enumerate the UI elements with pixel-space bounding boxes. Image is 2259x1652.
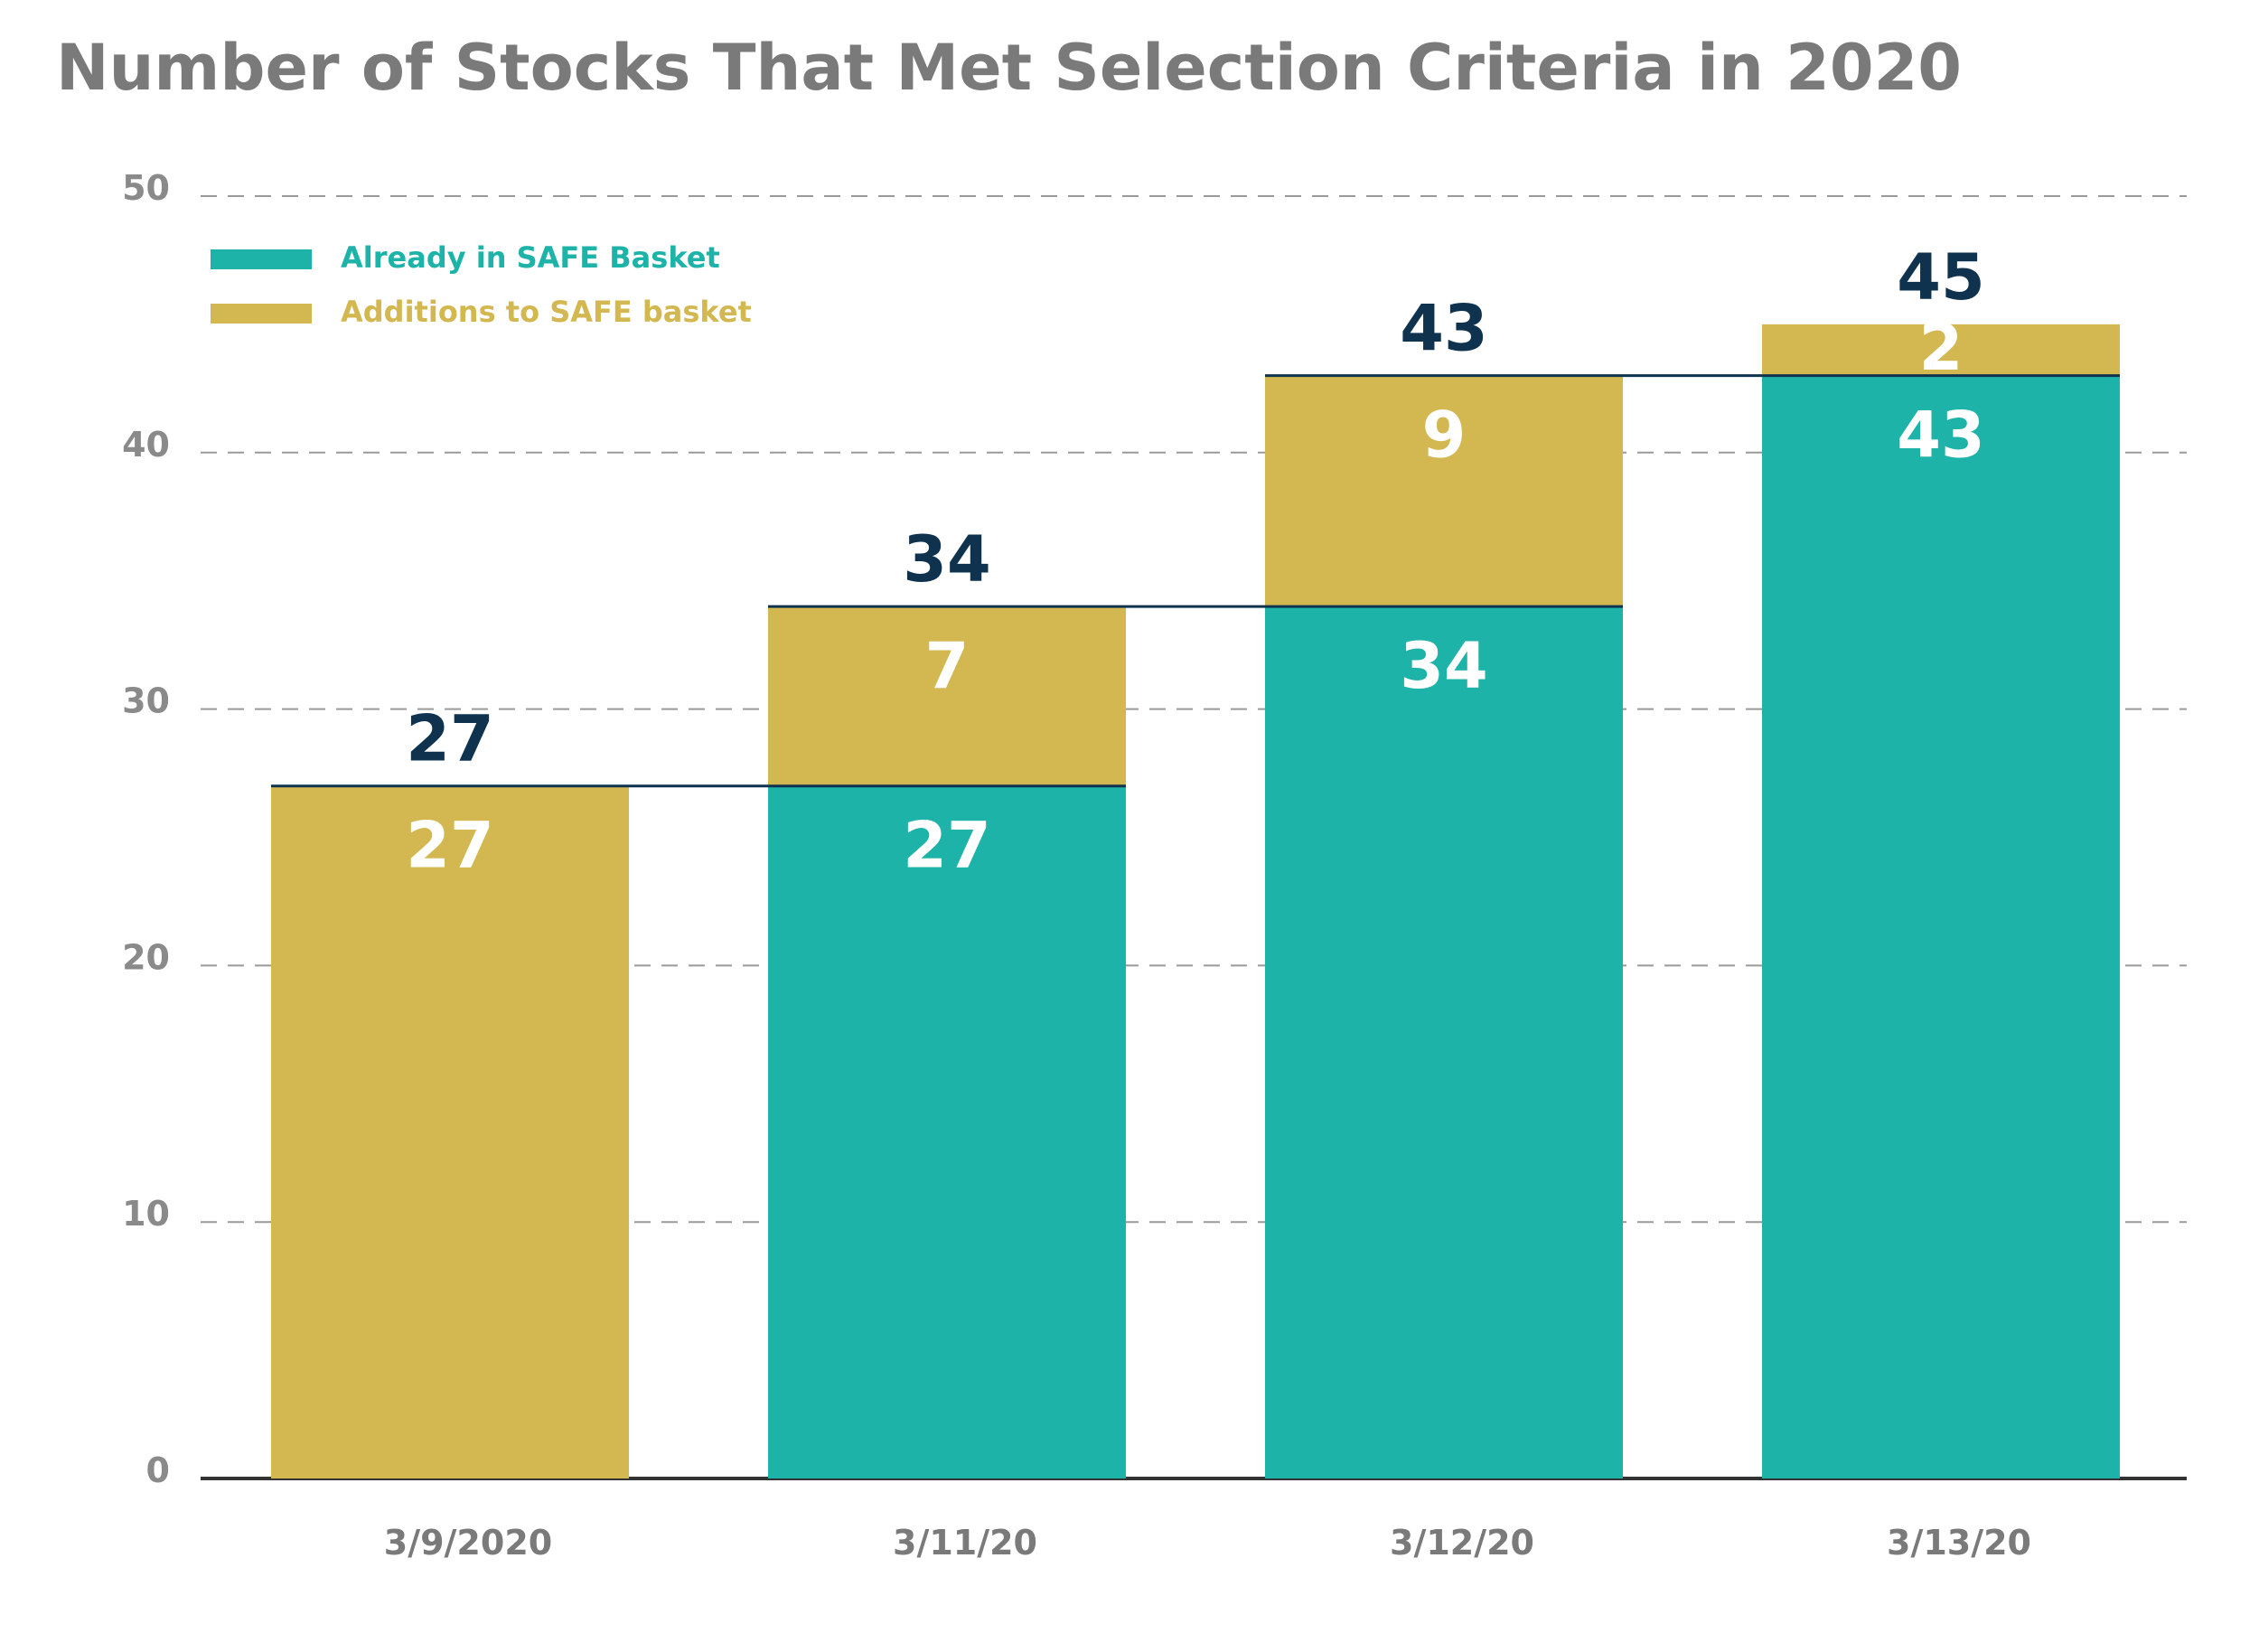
bar-already-3 — [1265, 606, 1623, 1478]
chart-title: Number of Stocks That Met Selection Crit… — [56, 31, 1962, 105]
total-label-4: 45 — [1897, 240, 1984, 314]
segment-label-already-3: 34 — [1400, 629, 1487, 703]
y-tick-label-0: 0 — [146, 1450, 170, 1490]
y-tick-label-40: 40 — [122, 425, 170, 465]
bars — [271, 324, 2120, 1478]
legend-swatch-already — [211, 249, 312, 269]
segment-label-additions-3: 9 — [1422, 399, 1467, 473]
legend-swatch-additions — [211, 304, 312, 324]
bar-additions-2 — [768, 606, 1126, 786]
bar-already-4 — [1762, 375, 2120, 1478]
segment-label-already-4: 43 — [1897, 399, 1984, 473]
legend-label-already: Already in SAFE Basket — [341, 240, 720, 275]
bar-already-2 — [768, 785, 1126, 1478]
x-tick-label-3: 3/12/20 — [1390, 1523, 1534, 1563]
y-tick-label-10: 10 — [122, 1194, 170, 1234]
x-axis-ticks: 3/9/2020 3/11/20 3/12/20 3/13/20 — [384, 1523, 2031, 1563]
segment-label-additions-1: 27 — [406, 809, 493, 883]
x-tick-label-1: 3/9/2020 — [384, 1523, 552, 1563]
y-axis-ticks: 0 10 20 30 40 50 — [122, 168, 170, 1490]
legend-label-additions: Additions to SAFE basket — [341, 295, 752, 329]
data-labels: 27 27 27 7 34 34 9 43 43 245 — [406, 240, 1984, 883]
total-label-1: 27 — [406, 702, 493, 776]
y-tick-label-30: 30 — [122, 681, 170, 721]
bar-additions-1 — [271, 785, 629, 1478]
total-connector-lines — [271, 374, 2120, 788]
segment-label-additions-4: 2 — [1919, 311, 1964, 385]
segment-label-additions-2: 7 — [925, 629, 970, 703]
bar-additions-3 — [1265, 375, 1623, 607]
total-label-2: 34 — [903, 522, 990, 596]
x-tick-label-2: 3/11/20 — [893, 1523, 1037, 1563]
legend: Already in SAFE Basket Additions to SAFE … — [211, 240, 752, 329]
y-tick-label-20: 20 — [122, 937, 170, 977]
segment-label-already-2: 27 — [903, 809, 990, 883]
total-label-3: 43 — [1400, 292, 1487, 366]
x-tick-label-4: 3/13/20 — [1887, 1523, 2031, 1563]
y-tick-label-50: 50 — [122, 168, 170, 208]
bar-additions-4 — [1762, 324, 2120, 376]
